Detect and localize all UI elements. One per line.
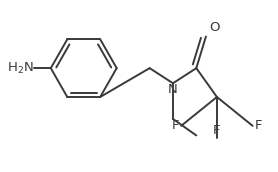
Text: O: O (209, 21, 220, 34)
Text: H$_2$N: H$_2$N (8, 61, 34, 76)
Text: N: N (168, 83, 178, 96)
Text: F: F (213, 124, 221, 137)
Text: F: F (172, 119, 179, 132)
Text: F: F (255, 119, 262, 132)
